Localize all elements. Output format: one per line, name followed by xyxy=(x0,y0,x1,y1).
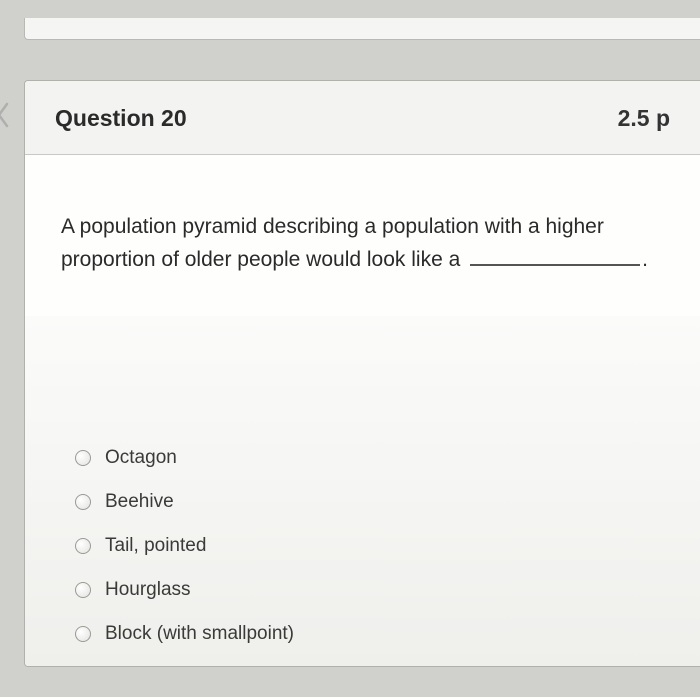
question-title: Question 20 xyxy=(55,105,187,132)
option-label: Octagon xyxy=(105,447,177,469)
radio-icon[interactable] xyxy=(75,582,91,598)
previous-question-card-edge xyxy=(24,18,700,40)
question-text-part1: A population pyramid describing a popula… xyxy=(61,215,604,271)
prev-chevron-icon[interactable] xyxy=(0,100,14,130)
option-label: Block (with smallpoint) xyxy=(105,623,294,645)
question-text: A population pyramid describing a popula… xyxy=(61,211,664,276)
question-header: Question 20 2.5 p xyxy=(25,81,700,155)
radio-icon[interactable] xyxy=(75,450,91,466)
question-card: Question 20 2.5 p A population pyramid d… xyxy=(24,80,700,667)
options-list: Octagon Beehive Tail, pointed Hourglass … xyxy=(25,316,700,666)
fill-blank-line xyxy=(470,264,640,266)
radio-icon[interactable] xyxy=(75,538,91,554)
question-text-part2: . xyxy=(642,248,648,271)
option-label: Hourglass xyxy=(105,579,191,601)
option-label: Tail, pointed xyxy=(105,535,206,557)
option-row[interactable]: Block (with smallpoint) xyxy=(75,612,664,656)
option-row[interactable]: Hourglass xyxy=(75,568,664,612)
option-row[interactable]: Octagon xyxy=(75,436,664,480)
question-points: 2.5 p xyxy=(618,105,670,132)
option-row[interactable]: Tail, pointed xyxy=(75,524,664,568)
radio-icon[interactable] xyxy=(75,626,91,642)
question-body: A population pyramid describing a popula… xyxy=(25,155,700,316)
radio-icon[interactable] xyxy=(75,494,91,510)
option-label: Beehive xyxy=(105,491,174,513)
option-row[interactable]: Beehive xyxy=(75,480,664,524)
